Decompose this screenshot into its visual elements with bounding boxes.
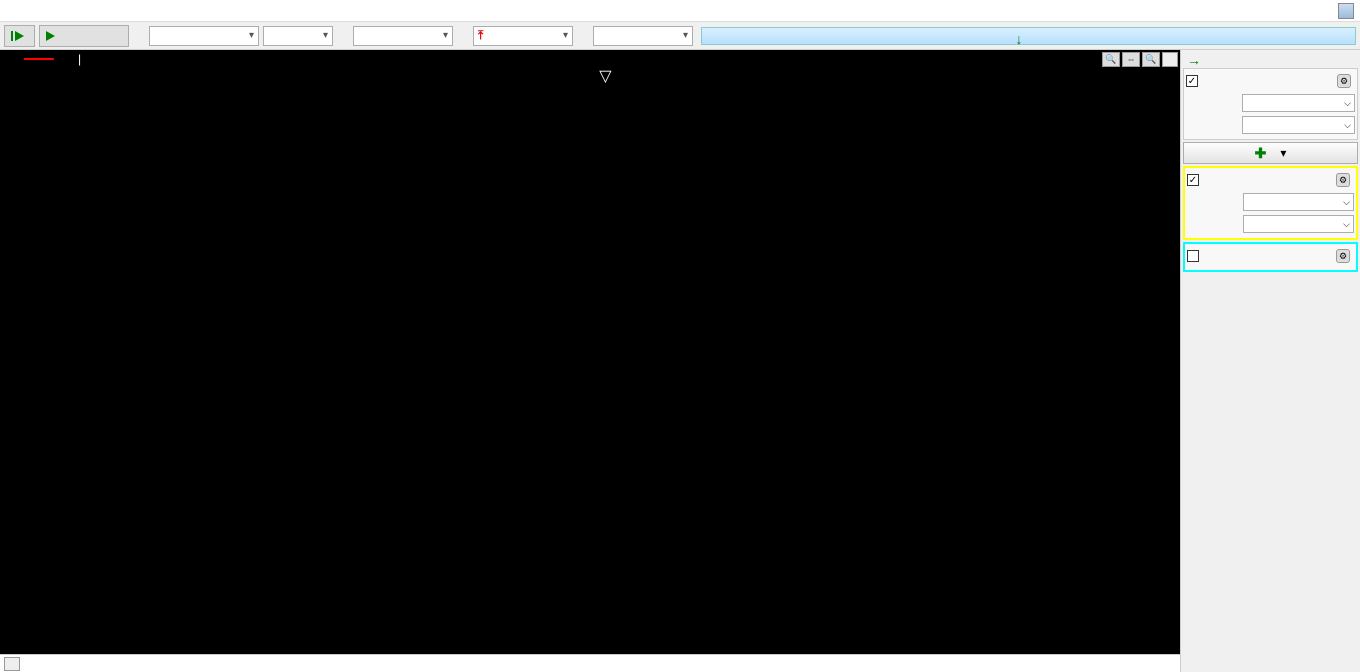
time-settings-icon[interactable]: ⚙ (1337, 74, 1351, 88)
window-restore-icon[interactable] (1338, 3, 1354, 19)
collapse-arrow-icon[interactable]: → (1183, 52, 1205, 68)
time-group: ✓ ⚙ (1183, 68, 1358, 140)
waveform-plot[interactable]: ▽ (30, 68, 1180, 654)
range-select[interactable] (1243, 215, 1354, 233)
channel2-checkbox[interactable] (1187, 250, 1199, 262)
channel2-settings-icon[interactable]: ⚙ (1336, 249, 1350, 263)
trigger-time-marker-icon: ▽ (599, 66, 611, 86)
x-axis-button[interactable] (4, 657, 20, 671)
base-select[interactable] (1242, 116, 1355, 134)
menu-bar (0, 0, 1360, 22)
menu-control[interactable] (26, 9, 46, 13)
trigger-position-bar[interactable]: ↓ (701, 27, 1356, 45)
zoom-out-icon[interactable]: 🔍 (1142, 52, 1160, 67)
channel1-group: ✓ ⚙ (1183, 166, 1358, 240)
y-axis-button[interactable] (1162, 52, 1178, 67)
ready-status (24, 58, 54, 60)
offset-select[interactable] (1243, 193, 1354, 211)
zoom-fit-icon[interactable]: ⇔ (1122, 52, 1140, 67)
sample-info: | (72, 52, 81, 66)
zoom-in-icon[interactable]: 🔍 (1102, 52, 1120, 67)
channel1-settings-icon[interactable]: ⚙ (1336, 173, 1350, 187)
trigger-marker-icon: ↓ (1015, 31, 1022, 47)
toolbar: ⤒ ↓ (0, 22, 1360, 50)
x-axis (0, 654, 1180, 672)
menu-view[interactable] (46, 9, 66, 13)
scan-button[interactable] (39, 25, 129, 47)
status-bar: | 🔍 ⇔ 🔍 (0, 50, 1180, 68)
single-button[interactable] (4, 25, 35, 47)
time-checkbox[interactable]: ✓ (1186, 75, 1198, 87)
add-channel-button[interactable]: ✚ ▾ (1183, 142, 1358, 164)
settings-panel: → ✓ ⚙ ✚ ▾ ✓ ⚙ (1180, 50, 1360, 672)
channel1-checkbox[interactable]: ✓ (1187, 174, 1199, 186)
plus-icon: ✚ (1255, 145, 1267, 162)
channel2-group: ⚙ (1183, 242, 1358, 272)
position-select[interactable] (1242, 94, 1355, 112)
condition-select[interactable]: ⤒ (473, 26, 573, 46)
source-select[interactable] (353, 26, 453, 46)
menu-file[interactable] (6, 9, 26, 13)
menu-window[interactable] (66, 9, 86, 13)
level-input[interactable] (593, 26, 693, 46)
mode-auto-select[interactable] (263, 26, 333, 46)
scope-display: ▽ (0, 68, 1180, 654)
mode-select[interactable] (149, 26, 259, 46)
y-axis (0, 68, 30, 654)
rising-edge-icon: ⤒ (478, 28, 483, 43)
